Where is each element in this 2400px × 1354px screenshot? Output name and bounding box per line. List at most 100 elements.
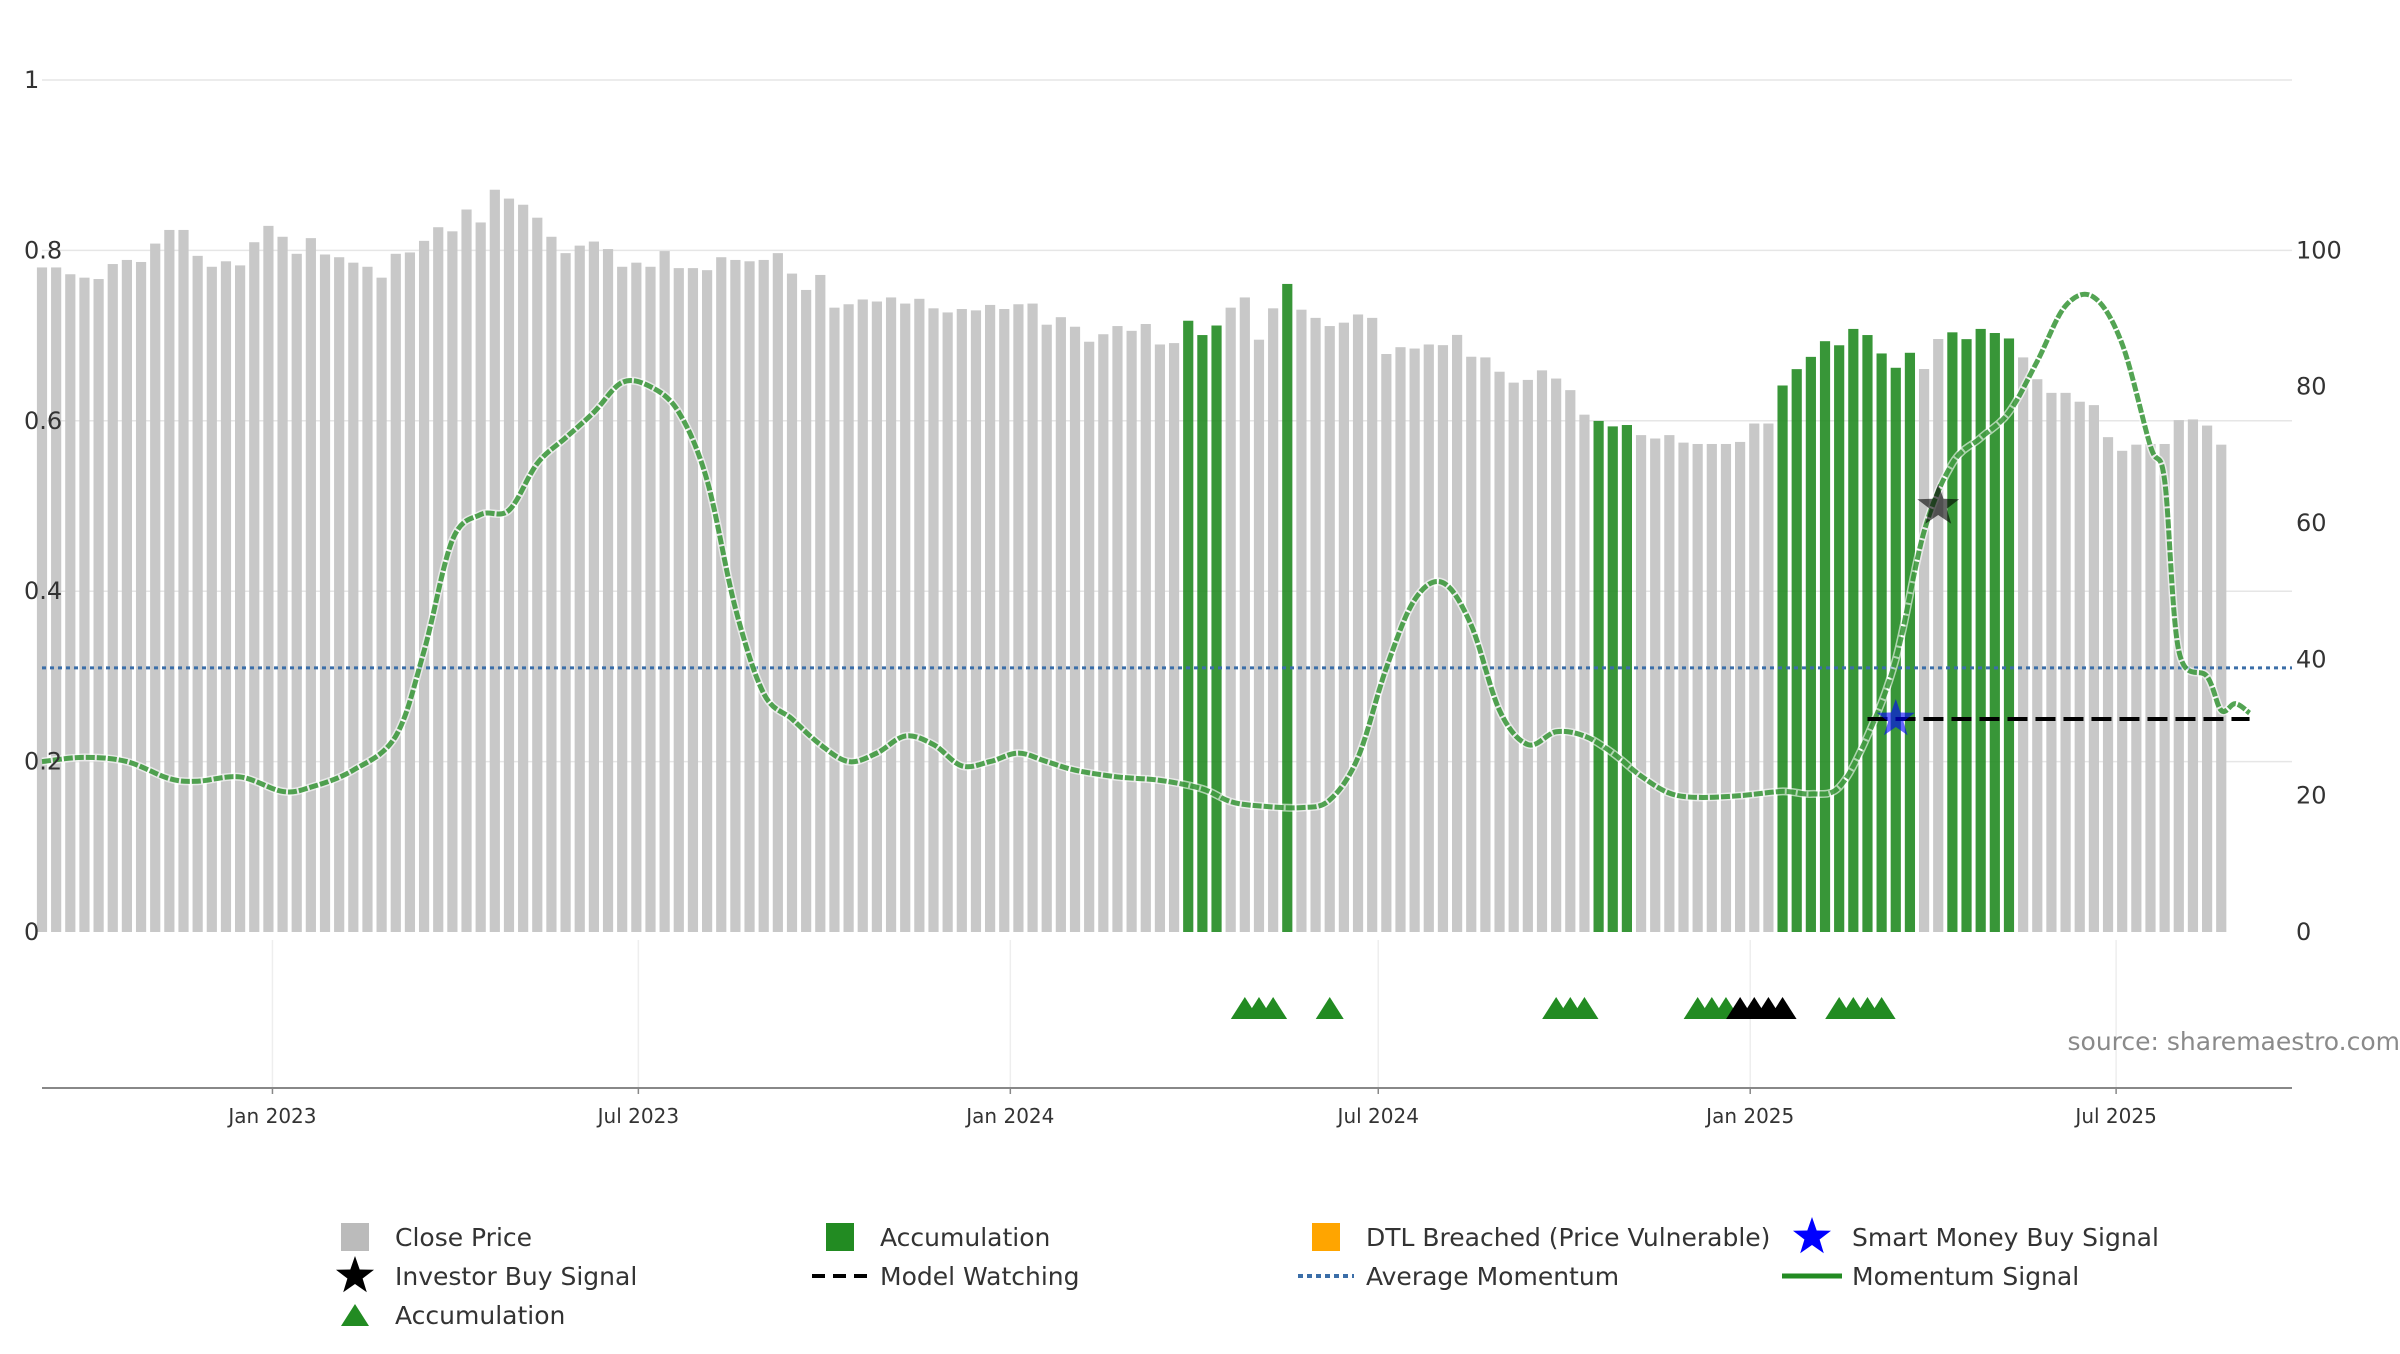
- legend-label: DTL Breached (Price Vulnerable): [1366, 1223, 1770, 1252]
- close-price-bar: [1424, 344, 1434, 932]
- legend-label: Smart Money Buy Signal: [1852, 1223, 2159, 1252]
- close-price-bar: [1098, 334, 1108, 932]
- close-price-bar: [1254, 340, 1264, 932]
- close-price-bar: [900, 304, 910, 932]
- close-price-bar: [1296, 310, 1306, 932]
- close-price-bar: [1636, 435, 1646, 932]
- close-price-bar: [362, 267, 372, 932]
- legend-label: Model Watching: [880, 1262, 1080, 1291]
- close-price-bar: [1678, 443, 1688, 932]
- accumulation-bar: [1282, 284, 1292, 932]
- close-price-bar: [136, 262, 146, 932]
- close-price-bar: [1693, 444, 1703, 932]
- left-axis-tick-label: 0.6: [24, 407, 62, 435]
- close-price-bar: [249, 242, 259, 932]
- legend-star-smart-money-buy-signal: [1793, 1217, 1831, 1253]
- close-price-bar: [1268, 308, 1278, 932]
- close-price-bar: [645, 267, 655, 932]
- close-price-bar: [1438, 345, 1448, 932]
- close-price-bar: [815, 275, 825, 932]
- close-price-bar: [688, 268, 698, 932]
- left-axis-tick-label: 0.4: [24, 577, 62, 605]
- left-axis-tick-label: 0.8: [24, 236, 62, 264]
- legend-swatch-dtl-breached-price-vulnerable: [1312, 1223, 1340, 1251]
- close-price-bar: [2174, 420, 2184, 932]
- source-note: source: sharemaestro.com: [2068, 1027, 2400, 1056]
- close-price-bar: [1381, 354, 1391, 932]
- close-price-bar: [886, 297, 896, 932]
- close-price-bar: [589, 242, 599, 932]
- close-price-bar: [1056, 317, 1066, 932]
- close-price-bar: [1127, 331, 1137, 932]
- legend-label: Average Momentum: [1366, 1262, 1619, 1291]
- accumulation-bar: [1862, 335, 1872, 932]
- close-price-bar: [674, 268, 684, 932]
- close-price-bar: [660, 251, 670, 932]
- close-price-bar: [943, 312, 953, 932]
- close-price-bar: [2018, 357, 2028, 932]
- close-price-bar: [1933, 339, 1943, 932]
- close-price-bar: [1650, 439, 1660, 932]
- close-price-bar: [1565, 390, 1575, 932]
- close-price-bar: [207, 267, 217, 932]
- right-axis-tick-label: 20: [2296, 782, 2327, 810]
- close-price-bar: [744, 261, 754, 932]
- legend-label: Accumulation: [880, 1223, 1050, 1252]
- close-price-bar: [391, 254, 401, 932]
- legend-label: Momentum Signal: [1852, 1262, 2079, 1291]
- close-price-bar: [419, 241, 429, 932]
- close-price-bar: [164, 230, 174, 932]
- close-price-bar: [1410, 349, 1420, 932]
- right-axis-tick-label: 0: [2296, 918, 2311, 946]
- close-price-bar: [1537, 370, 1547, 932]
- close-price-bar: [1664, 435, 1674, 932]
- accumulation-bar: [1905, 353, 1915, 932]
- x-axis-tick-label: Jul 2024: [1336, 1104, 1419, 1128]
- close-price-bar: [1013, 304, 1023, 932]
- close-price-bar: [1452, 335, 1462, 932]
- left-axis-tick-label: 1: [24, 66, 39, 94]
- close-price-bar: [1042, 325, 1052, 932]
- close-price-bar: [1707, 444, 1717, 932]
- close-price-bar: [957, 309, 967, 932]
- close-price-bar: [320, 254, 330, 932]
- close-price-bar: [1367, 318, 1377, 932]
- x-axis-tick-label: Jan 2024: [964, 1104, 1054, 1128]
- legend-label: Accumulation: [395, 1301, 565, 1330]
- close-price-bar: [2060, 393, 2070, 932]
- close-price-bar: [348, 263, 358, 932]
- close-price-bar: [2216, 445, 2226, 932]
- close-price-bar: [1735, 442, 1745, 932]
- close-price-bar: [504, 199, 514, 932]
- right-axis-tick-label: 40: [2296, 645, 2327, 673]
- close-price-bar: [2145, 444, 2155, 932]
- close-price-bar: [490, 190, 500, 932]
- close-price-bar: [560, 253, 570, 932]
- accumulation-bar: [1834, 345, 1844, 932]
- close-price-bar: [193, 256, 203, 932]
- close-price-bar: [603, 249, 613, 932]
- close-price-bar: [2131, 445, 2141, 932]
- legend-swatch-close-price: [341, 1223, 369, 1251]
- close-price-bar: [999, 309, 1009, 932]
- close-price-bar: [377, 278, 387, 932]
- x-axis-tick-label: Jul 2023: [596, 1104, 679, 1128]
- close-price-bar: [702, 270, 712, 932]
- accumulation-bar: [1961, 339, 1971, 932]
- close-price-bar: [1155, 344, 1165, 932]
- close-price-bar: [631, 263, 641, 932]
- accumulation-bar: [1211, 326, 1221, 932]
- close-price-bar: [872, 302, 882, 932]
- left-axis-tick-label: 0.2: [24, 748, 62, 776]
- accumulation-bar: [1806, 357, 1816, 932]
- close-price-bar: [79, 278, 89, 932]
- close-price-bar: [122, 260, 132, 932]
- accumulation-bar: [2004, 338, 2014, 932]
- right-axis-tick-label: 100: [2296, 236, 2342, 264]
- close-price-bar: [1112, 326, 1122, 932]
- close-price-bar: [1226, 308, 1236, 932]
- close-price-bar: [716, 257, 726, 932]
